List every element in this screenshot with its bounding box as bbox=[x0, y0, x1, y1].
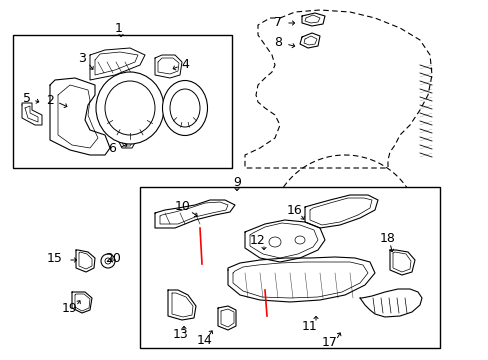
Circle shape bbox=[105, 258, 111, 264]
Text: 2: 2 bbox=[46, 94, 54, 107]
Text: 8: 8 bbox=[273, 36, 282, 49]
Text: 1: 1 bbox=[115, 22, 122, 35]
Text: 4: 4 bbox=[181, 58, 188, 72]
Text: 14: 14 bbox=[197, 333, 212, 346]
Text: 17: 17 bbox=[322, 336, 337, 348]
Ellipse shape bbox=[105, 81, 155, 135]
Ellipse shape bbox=[96, 72, 163, 144]
Bar bbox=[140, 187, 439, 348]
Text: 7: 7 bbox=[273, 15, 282, 28]
Text: 11: 11 bbox=[302, 320, 317, 333]
Text: 20: 20 bbox=[105, 252, 121, 265]
Text: 3: 3 bbox=[78, 51, 86, 64]
Text: 16: 16 bbox=[286, 203, 302, 216]
Bar bbox=[13, 35, 231, 168]
Text: 10: 10 bbox=[175, 201, 190, 213]
Ellipse shape bbox=[294, 236, 305, 244]
Circle shape bbox=[101, 254, 115, 268]
Text: 18: 18 bbox=[379, 231, 395, 244]
Text: 6: 6 bbox=[108, 141, 116, 154]
Ellipse shape bbox=[170, 89, 200, 127]
Text: 15: 15 bbox=[47, 252, 63, 265]
Ellipse shape bbox=[268, 237, 281, 247]
Text: 13: 13 bbox=[173, 328, 188, 342]
Text: 9: 9 bbox=[233, 175, 241, 189]
Ellipse shape bbox=[162, 81, 207, 135]
Text: 5: 5 bbox=[23, 91, 31, 104]
Text: 12: 12 bbox=[250, 234, 265, 247]
Text: 19: 19 bbox=[62, 302, 78, 315]
